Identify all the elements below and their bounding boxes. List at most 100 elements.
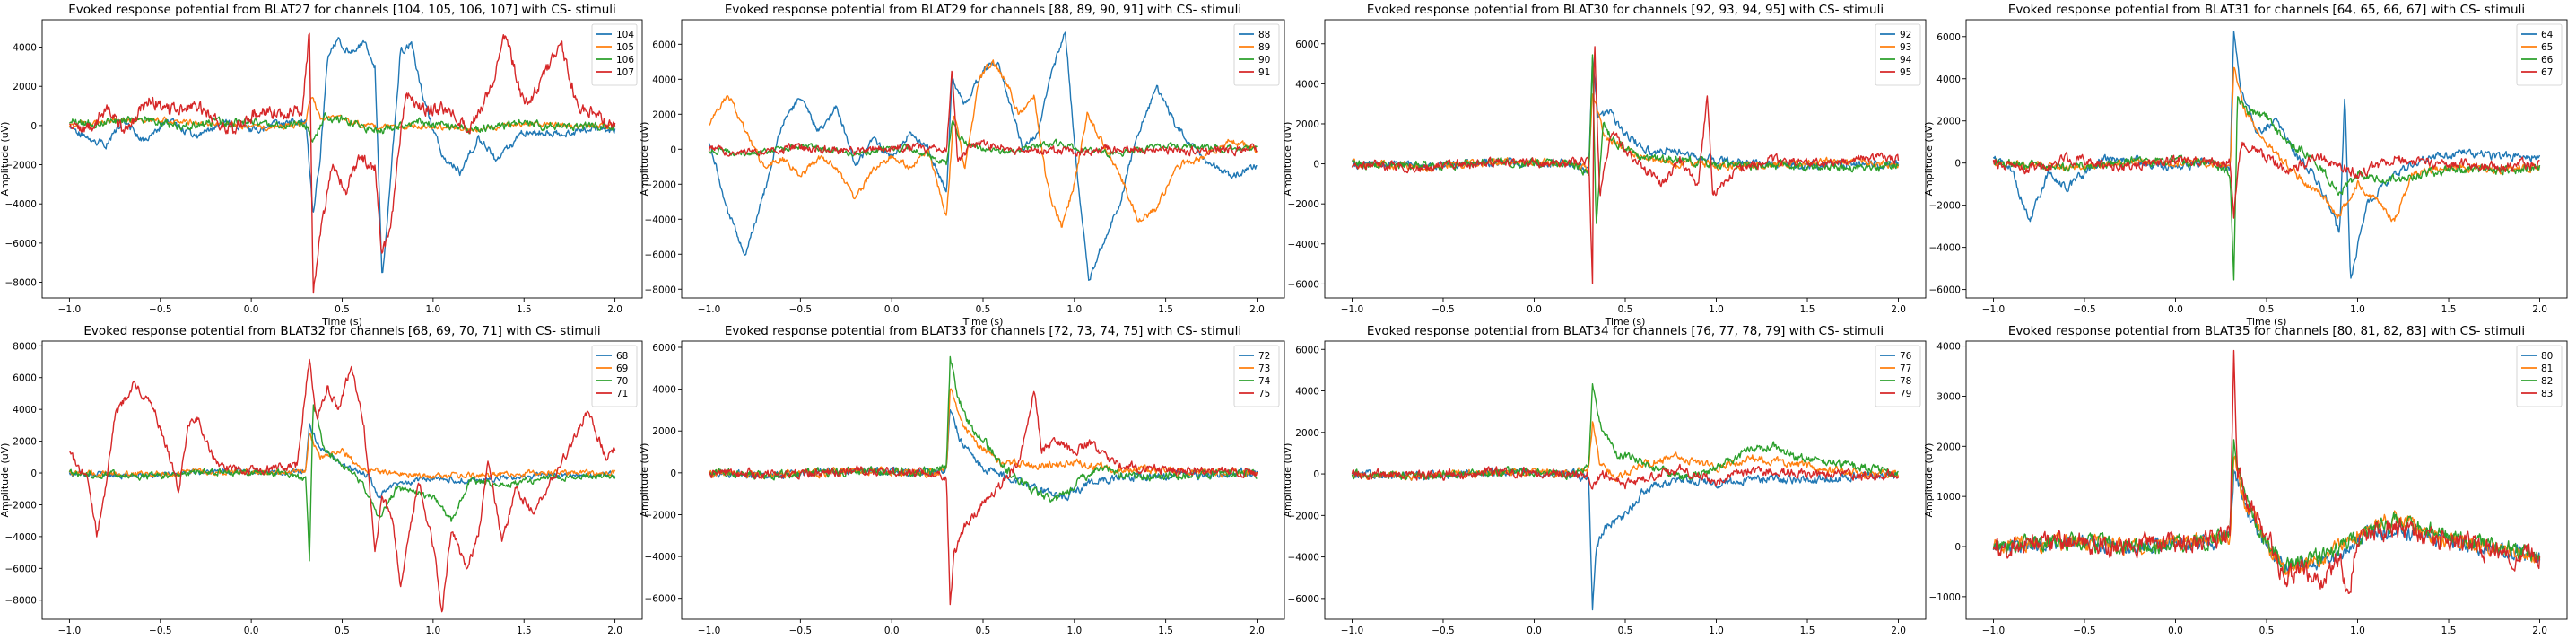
y-tick-label: −6000 [644,594,676,605]
chart-title: Evoked response potential from BLAT32 fo… [83,324,600,338]
y-tick-label: −2000 [1287,199,1319,210]
legend-entry: 67 [2541,67,2553,78]
series-line-104 [68,37,616,274]
legend-entry: 72 [1258,351,1270,362]
legend-entry: 94 [1900,55,1912,66]
y-tick-label: 6000 [1936,32,1961,43]
y-tick-label: −1000 [1928,592,1961,603]
series-line-94 [1352,54,1900,224]
chart-panel-8: Evoked response potential from BLAT35 fo… [1923,324,2568,639]
legend-box [591,23,638,86]
x-tick-label: −1.0 [698,626,721,636]
x-axis-label: Time (s) [2246,316,2287,328]
y-axis-label: Amplitude (uV) [1923,122,1935,197]
chart-title: Evoked response potential from BLAT29 fo… [725,3,1241,17]
x-tick-label: 1.0 [426,304,441,315]
x-tick-label: 0.5 [1618,304,1633,315]
x-tick-label: 0.5 [1618,626,1633,636]
axes-frame [681,19,1285,299]
y-tick-label: 2000 [1295,428,1319,439]
series-lines [68,358,616,613]
y-tick-label: −4000 [4,199,37,210]
legend-entry: 89 [1258,42,1270,53]
x-tick-label: 0.5 [2259,626,2275,636]
y-tick-label: 6000 [1295,345,1319,355]
series-line-91 [708,70,1258,162]
y-tick-label: −8000 [644,284,676,295]
x-tick-label: 1.0 [2350,304,2365,315]
y-axis-label: Amplitude (uV) [1923,443,1935,518]
x-tick-label: −0.5 [1432,626,1455,636]
x-tick-label: 0.0 [2168,304,2183,315]
y-tick-label: 4000 [13,405,37,416]
chart-title: Evoked response potential from BLAT30 fo… [1367,3,1884,17]
y-axis-label: Amplitude (uV) [1282,443,1293,518]
x-tick-label: 1.0 [1066,626,1082,636]
x-tick-label: −1.0 [58,626,82,636]
x-tick-label: 0.0 [244,304,259,315]
y-tick-label: −2000 [644,510,676,521]
x-axis-label: Time (s) [962,637,1004,639]
x-tick-label: 0.5 [335,626,350,636]
x-tick-label: −0.5 [789,626,813,636]
series-line-73 [709,388,1258,479]
x-tick-label: 1.5 [2441,626,2457,636]
x-tick-label: −1.0 [1341,626,1364,636]
legend-entry: 74 [1258,376,1271,387]
legend-box [1233,23,1280,86]
x-tick-label: 2.0 [1249,626,1265,636]
y-tick-label: 0 [30,468,37,479]
y-tick-label: −6000 [4,239,37,249]
legend-entry: 92 [1900,30,1911,40]
legend-entry: 93 [1900,42,1911,53]
legend-entry: 81 [2541,363,2553,374]
axes-frame [1965,19,2568,299]
y-tick-label: −2000 [1928,201,1961,212]
series-lines [1992,349,2541,594]
axes-frame [1965,340,2568,620]
x-tick-label: 1.5 [1158,626,1173,636]
x-tick-label: 0.5 [976,626,991,636]
y-tick-label: 2000 [1936,442,1961,452]
series-lines [1351,46,1900,284]
series-line-70 [68,404,616,562]
series-line-88 [708,31,1258,281]
y-tick-label: 0 [1313,160,1319,171]
legend-box [2516,345,2563,407]
legend-entry: 90 [1258,55,1270,66]
y-tick-label: 3000 [1936,391,1961,402]
y-tick-label: 6000 [652,39,676,50]
chart-title: Evoked response potential from BLAT35 fo… [2008,324,2525,338]
x-tick-label: −1.0 [58,304,82,315]
x-tick-label: 1.0 [1066,304,1082,315]
x-axis-label: Time (s) [962,316,1004,328]
legend-entry: 75 [1258,389,1270,399]
x-tick-label: 1.5 [1800,626,1815,636]
series-line-95 [1351,46,1900,284]
chart-panel-6: Evoked response potential from BLAT33 fo… [639,324,1285,639]
x-tick-label: 2.0 [1891,304,1906,315]
series-line-65 [1992,66,2541,223]
legend-entry: 76 [1900,351,1912,362]
legend-entry: 79 [1900,389,1911,399]
legend-entry: 73 [1258,363,1270,374]
legend-entry: 107 [616,67,634,78]
y-tick-label: −4000 [644,214,676,225]
x-tick-label: 1.5 [1800,304,1815,315]
x-tick-label: 0.5 [335,304,350,315]
x-tick-label: −0.5 [1432,304,1455,315]
y-tick-label: −6000 [1287,594,1319,605]
y-tick-label: 4000 [1295,79,1319,90]
x-tick-label: 1.5 [517,626,532,636]
y-tick-label: 4000 [652,385,676,396]
series-line-79 [1351,463,1899,490]
legend-box [1875,345,1921,407]
x-tick-label: 2.0 [607,626,622,636]
